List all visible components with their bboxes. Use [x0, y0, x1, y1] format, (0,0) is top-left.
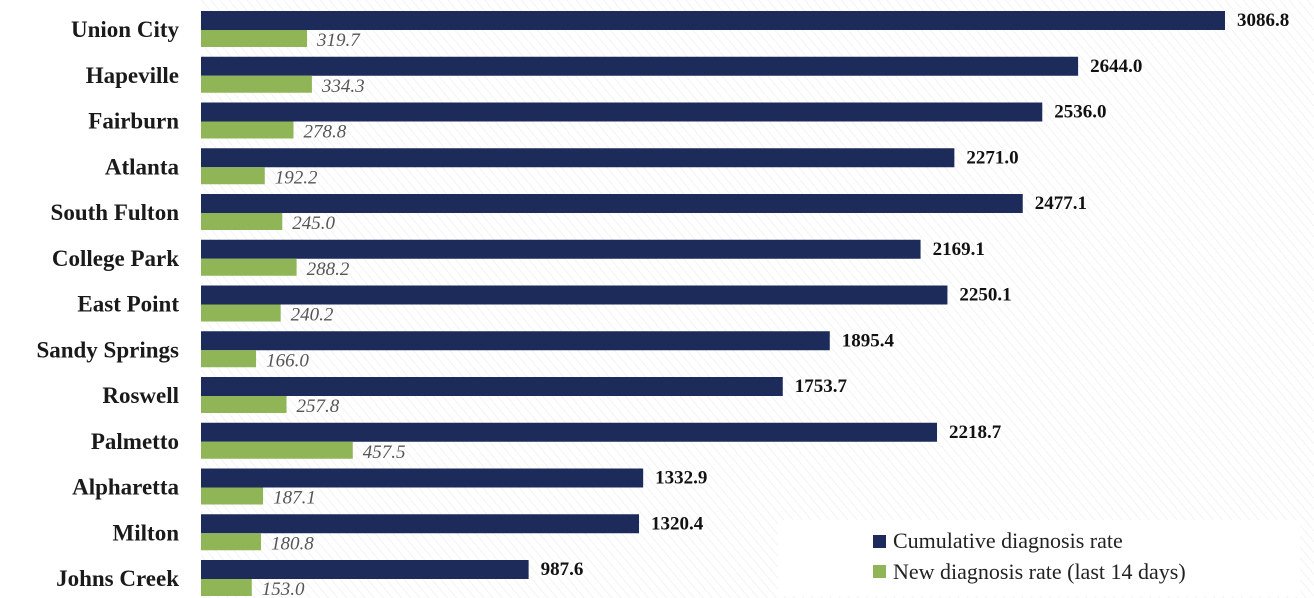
category-label-east-point: East Point [77, 292, 179, 317]
category-label-fairburn: Fairburn [88, 109, 179, 134]
bar-new-union-city [201, 30, 308, 47]
bar-new-alpharetta [201, 487, 264, 505]
value-label-new-milton: 180.8 [271, 533, 314, 554]
bar-cumulative-college-park [201, 239, 921, 259]
category-label-south-fulton: South Fulton [51, 200, 180, 225]
legend: Cumulative diagnosis rate New diagnosis … [778, 520, 1300, 596]
value-label-new-south-fulton: 245.0 [292, 213, 335, 234]
legend-label-new: New diagnosis rate (last 14 days) [893, 559, 1186, 584]
value-label-new-east-point: 240.2 [291, 305, 334, 326]
value-label-new-johns-creek: 153.0 [262, 579, 305, 598]
category-label-college-park: College Park [52, 246, 179, 271]
bar-new-fairburn [201, 121, 294, 139]
value-label-cumulative-sandy-springs: 1895.4 [842, 330, 895, 351]
bar-new-milton [201, 533, 261, 551]
bar-new-hapeville [201, 75, 312, 93]
bar-cumulative-hapeville [201, 56, 1079, 76]
legend-swatch-cumulative [873, 535, 886, 548]
category-label-roswell: Roswell [102, 383, 179, 408]
bar-cumulative-sandy-springs [201, 331, 830, 351]
category-label-alpharetta: Alpharetta [72, 475, 179, 500]
bar-new-atlanta [201, 167, 265, 185]
value-label-new-fairburn: 278.8 [303, 122, 346, 143]
value-label-new-union-city: 319.7 [316, 30, 361, 51]
bar-cumulative-union-city [201, 11, 1225, 30]
bar-cumulative-johns-creek [201, 560, 529, 579]
bar-cumulative-fairburn [201, 102, 1043, 122]
legend-swatch-new [873, 565, 886, 578]
category-label-milton: Milton [113, 520, 180, 545]
category-label-hapeville: Hapeville [86, 63, 179, 88]
bar-cumulative-alpharetta [201, 468, 644, 488]
value-label-new-roswell: 257.8 [297, 396, 340, 417]
value-label-cumulative-palmetto: 2218.7 [949, 422, 1002, 443]
value-label-new-atlanta: 192.2 [275, 167, 318, 188]
bar-cumulative-east-point [201, 285, 948, 305]
value-label-cumulative-fairburn: 2536.0 [1054, 102, 1106, 123]
bar-new-palmetto [201, 441, 353, 459]
value-label-cumulative-east-point: 2250.1 [959, 285, 1011, 306]
value-label-cumulative-johns-creek: 987.6 [541, 559, 584, 580]
value-label-cumulative-union-city: 3086.8 [1237, 10, 1289, 31]
value-label-cumulative-roswell: 1753.7 [795, 376, 848, 397]
bar-new-south-fulton [201, 213, 283, 230]
bar-cumulative-atlanta [201, 148, 955, 168]
value-label-cumulative-college-park: 2169.1 [933, 239, 985, 260]
category-label-johns-creek: Johns Creek [56, 566, 179, 591]
legend-label-cumulative: Cumulative diagnosis rate [893, 528, 1123, 553]
value-label-new-sandy-springs: 166.0 [266, 350, 309, 371]
value-label-cumulative-hapeville: 2644.0 [1090, 56, 1142, 77]
bar-cumulative-milton [201, 514, 640, 534]
value-label-new-palmetto: 457.5 [363, 442, 406, 463]
bar-new-college-park [201, 258, 297, 276]
category-label-sandy-springs: Sandy Springs [36, 337, 179, 362]
category-label-union-city: Union City [71, 17, 179, 42]
value-label-cumulative-atlanta: 2271.0 [966, 147, 1018, 168]
bar-cumulative-roswell [201, 377, 783, 396]
labels-layer: Union City 3086.8 319.7 Hapeville 2644.0 334.… [36, 10, 1289, 598]
bar-new-sandy-springs [201, 350, 257, 368]
value-label-new-alpharetta: 187.1 [273, 488, 316, 509]
value-label-cumulative-south-fulton: 2477.1 [1035, 193, 1087, 214]
value-label-new-hapeville: 334.3 [321, 76, 365, 97]
bar-new-east-point [201, 304, 281, 322]
bar-cumulative-south-fulton [201, 194, 1023, 213]
bars-layer [201, 11, 1225, 596]
value-label-new-college-park: 288.2 [307, 259, 350, 280]
bar-new-roswell [201, 396, 287, 413]
category-label-palmetto: Palmetto [91, 429, 179, 454]
category-label-atlanta: Atlanta [105, 154, 180, 179]
legend-background [778, 520, 1300, 596]
bar-new-johns-creek [201, 579, 252, 596]
bar-cumulative-palmetto [201, 422, 938, 442]
value-label-cumulative-milton: 1320.4 [651, 513, 704, 534]
value-label-cumulative-alpharetta: 1332.9 [655, 468, 707, 489]
